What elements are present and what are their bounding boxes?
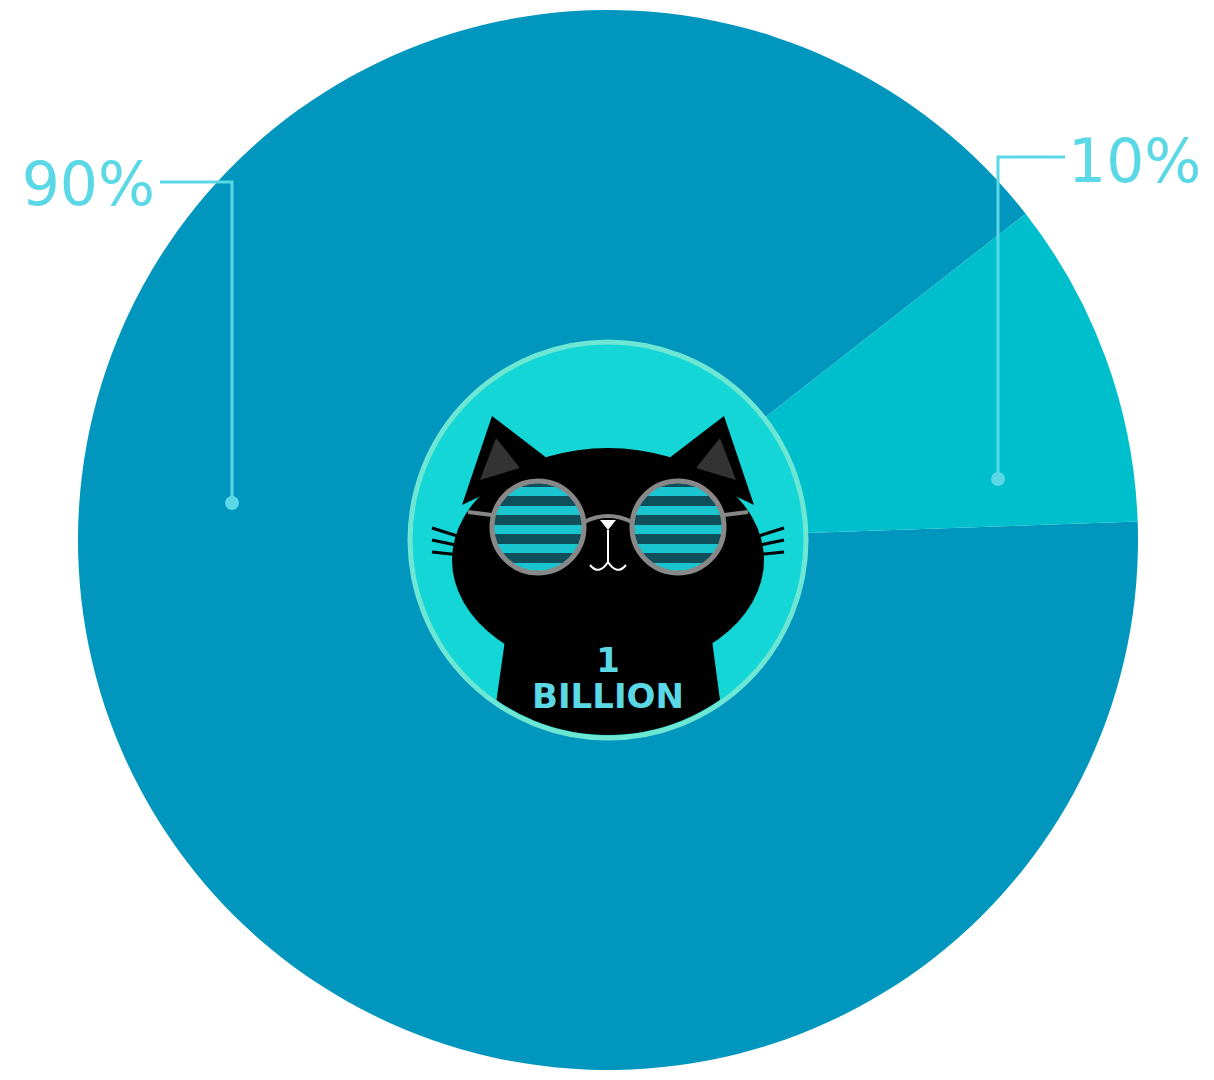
svg-text:1: 1 (596, 640, 620, 680)
svg-text:BILLION: BILLION (532, 676, 684, 716)
svg-text:90%: 90% (22, 149, 155, 219)
svg-text:10%: 10% (1068, 126, 1201, 196)
